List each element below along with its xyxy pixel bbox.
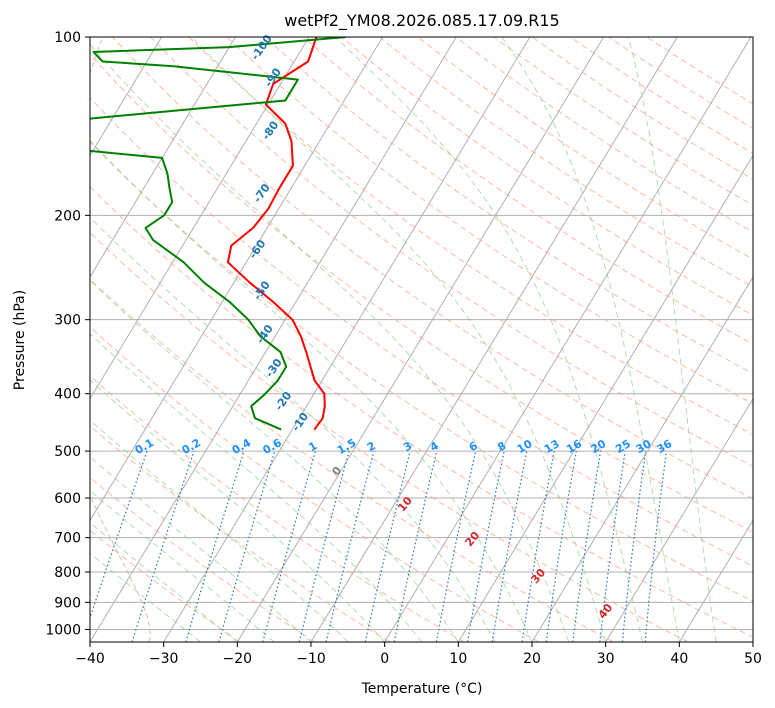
moist-adiabat bbox=[90, 139, 533, 642]
isotherm-line bbox=[605, 397, 753, 642]
y-tick-label: 500 bbox=[54, 444, 81, 460]
moist-adiabat bbox=[191, 37, 607, 642]
dry-adiabat bbox=[90, 141, 753, 602]
y-tick-label: 400 bbox=[54, 387, 81, 403]
mixing-ratio-line bbox=[262, 450, 316, 642]
y-tick-label: 200 bbox=[54, 208, 81, 224]
dewpoint-line bbox=[90, 37, 346, 431]
mixing-ratio-line bbox=[364, 450, 411, 642]
x-tick-label: −10 bbox=[296, 651, 326, 667]
wetbulb-arc bbox=[90, 37, 151, 642]
dry-adiabat bbox=[90, 185, 753, 638]
mixing-ratio-line bbox=[572, 451, 602, 642]
y-tick-label: 300 bbox=[54, 313, 81, 329]
x-tick-label: 40 bbox=[670, 651, 688, 667]
y-tick-label: 800 bbox=[54, 565, 81, 581]
moist-adiabat bbox=[334, 37, 643, 642]
y-tick-label: 1000 bbox=[45, 622, 81, 638]
isotherm-line bbox=[236, 37, 605, 642]
mixing-ratio-line bbox=[393, 450, 438, 642]
y-tick-label: 700 bbox=[54, 531, 81, 547]
mixing-ratio-line bbox=[644, 451, 668, 642]
moist-adiabat bbox=[627, 37, 717, 642]
y-axis-label: Pressure (hPa) bbox=[12, 290, 28, 390]
isotherm-line bbox=[90, 37, 384, 522]
moist-adiabat bbox=[90, 43, 570, 642]
x-tick-label: −40 bbox=[75, 651, 105, 667]
dry-adiabat bbox=[90, 375, 465, 642]
mixing-ratio-line bbox=[131, 450, 195, 642]
dry-adiabat bbox=[112, 37, 753, 500]
y-tick-label: 600 bbox=[54, 491, 81, 507]
dry-adiabat bbox=[341, 37, 753, 316]
x-axis-ticks: −40 −30 −20 −10 0 10 20 30 40 50 bbox=[75, 642, 762, 667]
isotherm-line bbox=[678, 519, 753, 642]
dry-adiabat bbox=[90, 231, 689, 642]
adiabat-lines bbox=[90, 37, 753, 642]
isotherm-line bbox=[310, 37, 678, 642]
isotherm-line bbox=[457, 154, 753, 642]
moist-adiabat bbox=[90, 419, 349, 642]
mixing-ratio-line bbox=[325, 450, 375, 642]
dry-adiabat bbox=[90, 97, 753, 567]
x-tick-label: 20 bbox=[523, 651, 541, 667]
x-tick-label: 50 bbox=[744, 651, 762, 667]
isotherm-line bbox=[163, 37, 531, 642]
isotherm-line bbox=[384, 37, 752, 642]
dry-adiabat bbox=[188, 37, 753, 436]
x-tick-label: −20 bbox=[223, 651, 253, 667]
dry-adiabat bbox=[150, 37, 753, 467]
dry-adiabat bbox=[90, 278, 614, 642]
mixing-ratio-line bbox=[545, 450, 577, 642]
moist-adiabat bbox=[90, 216, 496, 642]
plot-frame bbox=[89, 36, 754, 643]
grid-lines bbox=[90, 37, 753, 642]
isotherm-line bbox=[90, 37, 163, 157]
mixing-ratio-lines bbox=[90, 450, 668, 642]
sounding-series bbox=[90, 37, 346, 431]
moist-adiabat bbox=[501, 37, 680, 642]
x-tick-label: 30 bbox=[597, 651, 615, 667]
mixing-ratio-line bbox=[599, 451, 626, 642]
dry-adiabat bbox=[90, 326, 540, 642]
isotherm-line bbox=[531, 276, 753, 642]
moist-adiabat bbox=[90, 279, 459, 642]
moist-adiabat bbox=[90, 490, 275, 642]
x-tick-label: 10 bbox=[449, 651, 467, 667]
y-axis-ticks: 100 200 300 400 500 600 700 800 900 1000 bbox=[45, 30, 90, 638]
dry-adiabat bbox=[90, 425, 390, 642]
x-tick-label: 0 bbox=[380, 651, 389, 667]
y-tick-label: 900 bbox=[54, 595, 81, 611]
x-tick-label: −30 bbox=[149, 651, 179, 667]
y-tick-label: 100 bbox=[54, 30, 81, 46]
dry-adiabat bbox=[302, 37, 753, 345]
dry-adiabat bbox=[90, 476, 315, 642]
mixing-ratio-line bbox=[298, 450, 350, 642]
chart-title: wetPf2_YM08.2026.085.17.09.R15 bbox=[284, 11, 559, 31]
dry-adiabat bbox=[90, 53, 753, 533]
mixing-ratio-line bbox=[218, 450, 276, 642]
isotherm-line bbox=[90, 37, 236, 278]
isotherm-line bbox=[90, 37, 310, 400]
temperature-line bbox=[226, 37, 326, 431]
moist-adiabat bbox=[90, 333, 422, 642]
moist-adiabat bbox=[90, 456, 312, 642]
mixing-ratio-line bbox=[621, 451, 647, 642]
dry-adiabat bbox=[90, 529, 241, 642]
x-axis-label: Temperature (°C) bbox=[361, 681, 483, 697]
isotherm-line bbox=[90, 37, 457, 642]
mixing-ratio-line bbox=[185, 450, 245, 642]
